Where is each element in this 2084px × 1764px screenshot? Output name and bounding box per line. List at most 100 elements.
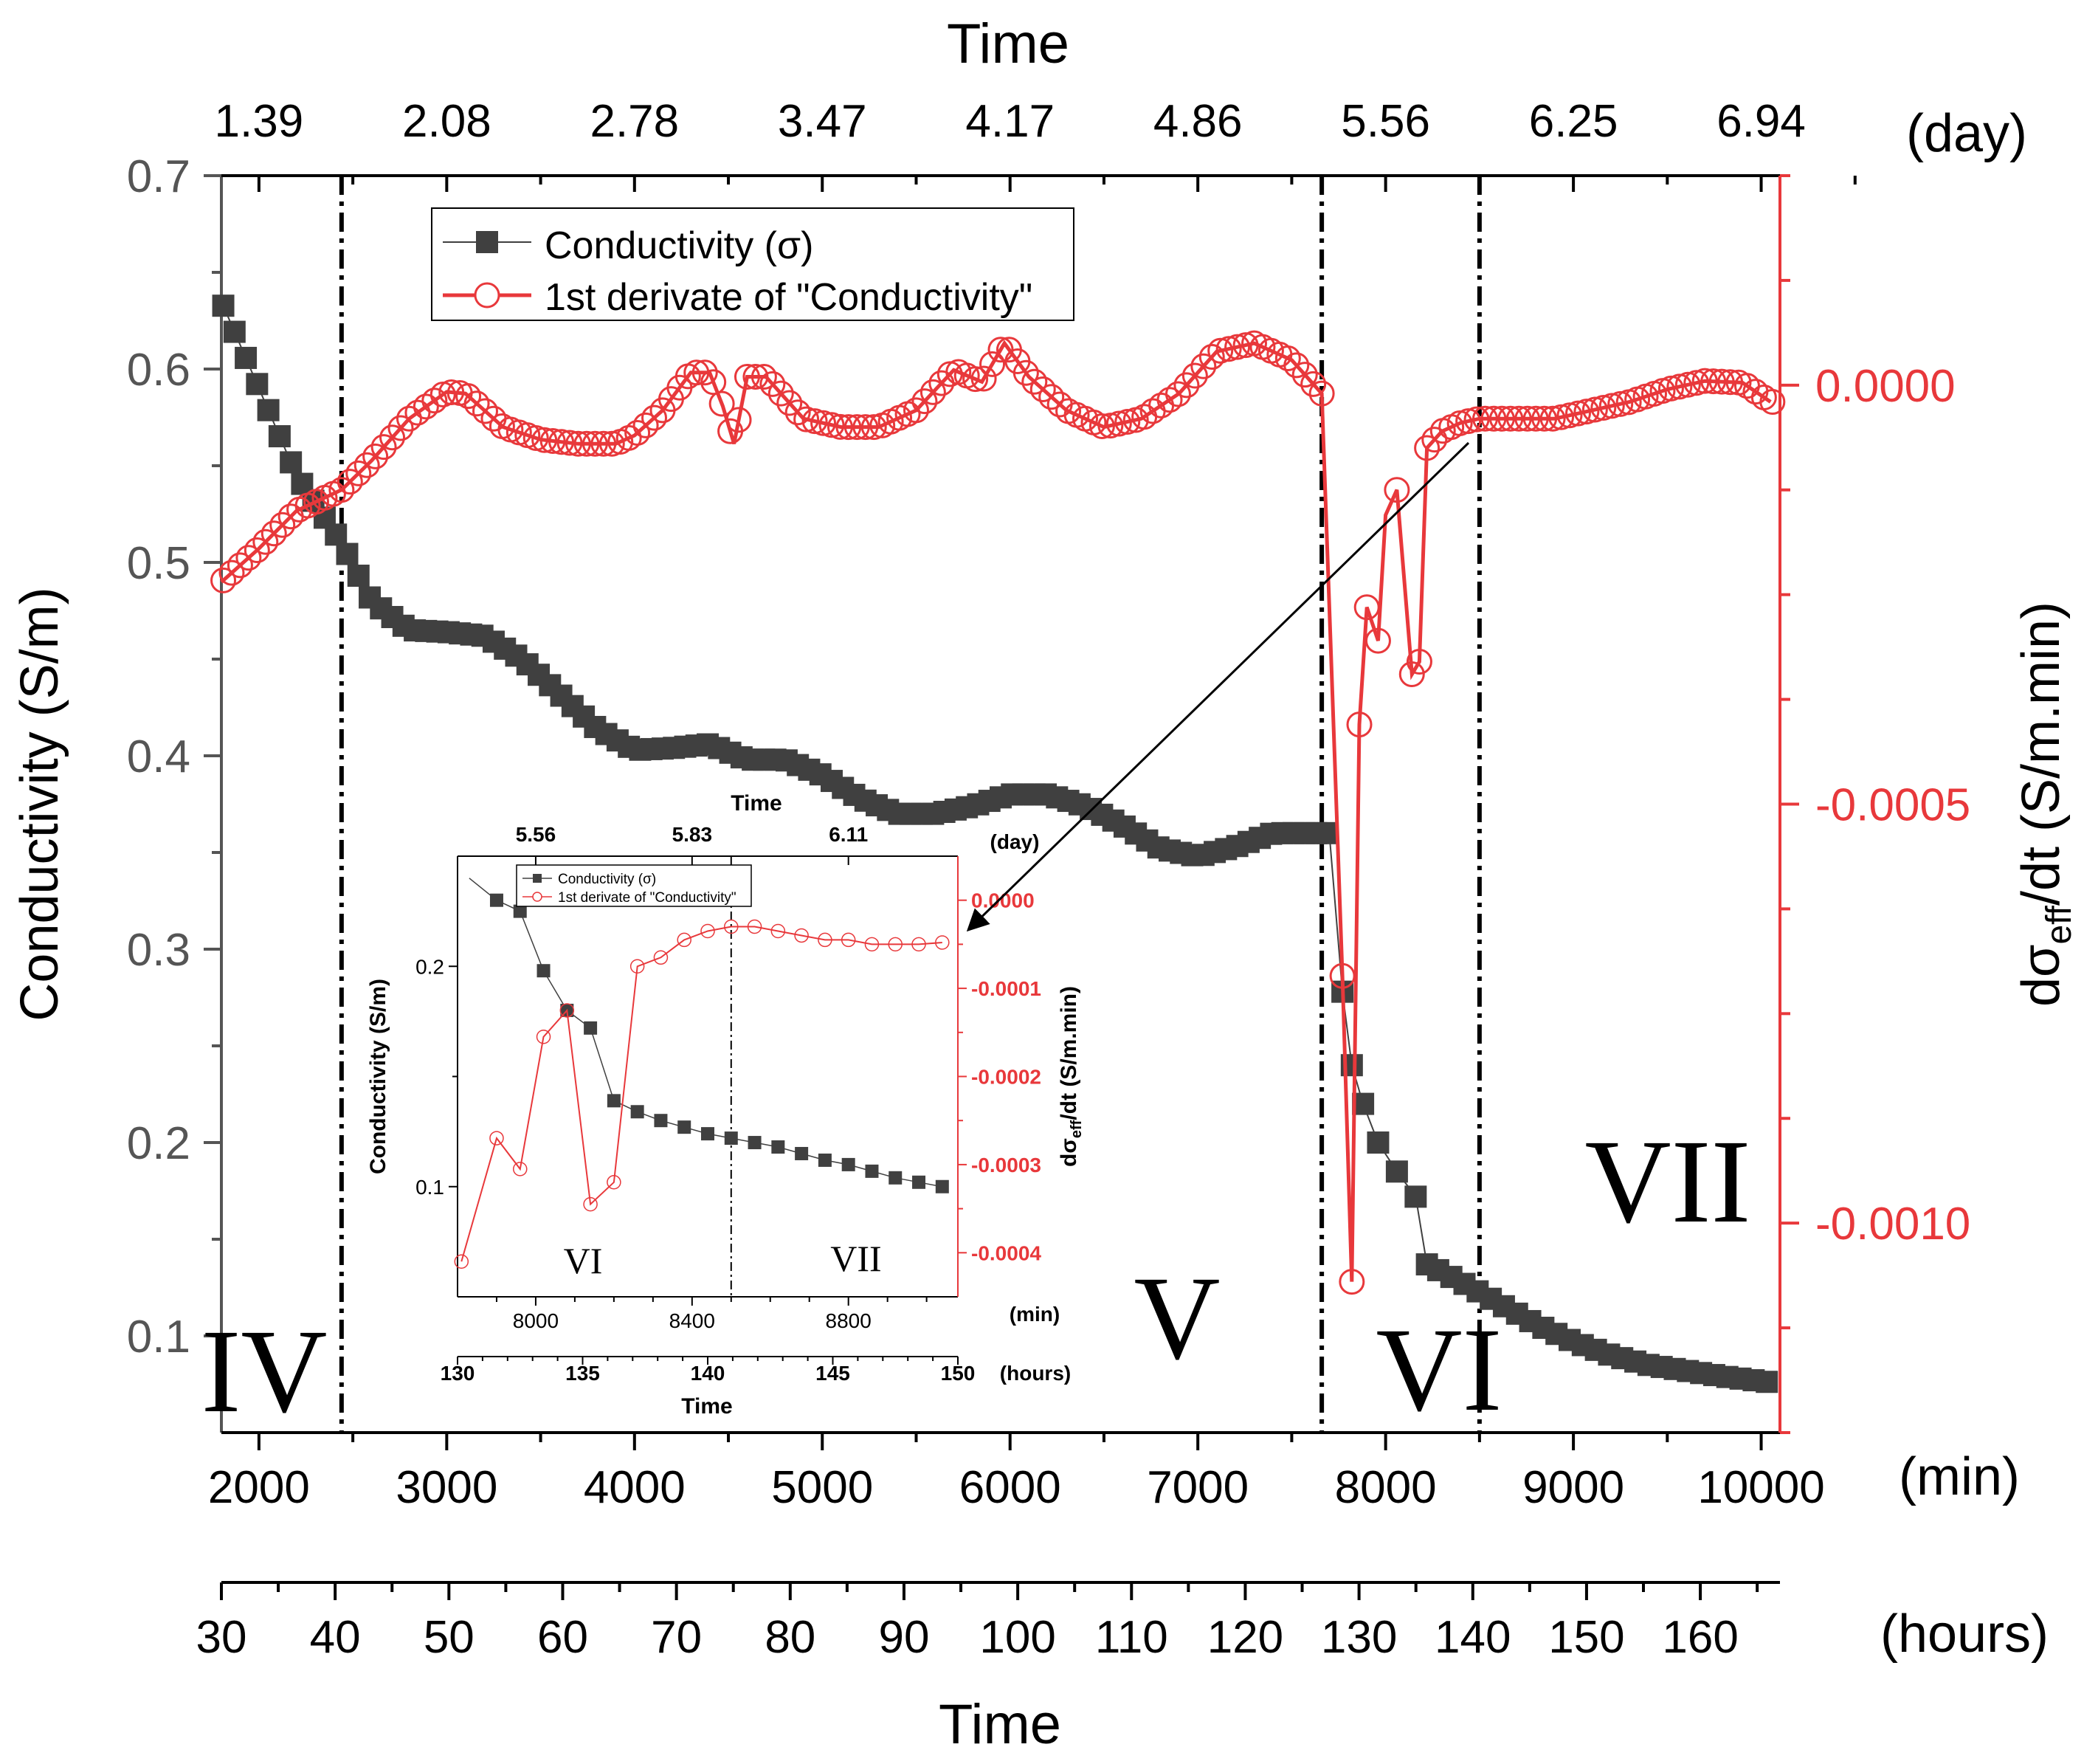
top-tick-label: 2.78 [590, 96, 679, 147]
y-tick-label: 0.7 [127, 151, 190, 202]
inset-hours-tick-label: 130 [441, 1362, 475, 1385]
hours-tick-label: 150 [1548, 1612, 1624, 1663]
derivative-point [218, 559, 245, 586]
derivative-point [1364, 627, 1391, 654]
y2-tick-label: -0.0005 [1815, 780, 1970, 831]
hours-axis-title: Time [939, 1693, 1061, 1756]
derivative-point [1488, 405, 1515, 432]
inset-top-tick-label: 5.56 [516, 823, 556, 846]
conductivity-point [1367, 1131, 1390, 1154]
derivative-point [345, 460, 372, 486]
derivative-point [463, 390, 490, 417]
inset-derivative-point [841, 932, 856, 948]
inset-conductivity-point [630, 1105, 644, 1119]
y-tick-label: 0.4 [127, 731, 190, 782]
inset-legend: Conductivity (σ) 1st derivate of "Conduct… [516, 864, 752, 907]
inset-derivative-point [536, 1030, 551, 1044]
top-axis-unit: (day) [1906, 104, 2027, 163]
derivative-point [1514, 405, 1541, 432]
inset-top-tick-label: 5.83 [672, 823, 713, 846]
derivative-point [632, 412, 659, 438]
derivative-point [337, 469, 363, 495]
inset-conductivity-point [912, 1175, 926, 1189]
inset-legend-label: Conductivity (σ) [558, 872, 656, 887]
derivative-point [624, 420, 651, 447]
top-tick-label: 6.25 [1529, 96, 1618, 147]
y-tick-label: 0.1 [127, 1312, 190, 1362]
derivative-point [1097, 413, 1124, 439]
derivative-point [1038, 384, 1065, 410]
derivative-point [387, 415, 414, 441]
derivative-point [1564, 400, 1591, 427]
conductivity-point [325, 523, 348, 546]
derivative-point [911, 388, 938, 415]
x-axis-unit: (min) [1899, 1447, 2020, 1506]
inset-derivative-point [724, 919, 739, 934]
hours-tick-label: 50 [424, 1612, 475, 1663]
inset-hours-tick-label: 140 [691, 1362, 725, 1385]
conductivity-point [336, 542, 359, 565]
inset-derivative-point [794, 928, 809, 943]
inset-conductivity-point [841, 1157, 855, 1171]
derivative-point [1683, 370, 1710, 396]
y2-axis-title: dσeff/dt (S/m.min) [2012, 602, 2079, 1007]
inset-derivative-point [700, 923, 715, 939]
top-tick-label: 6.94 [1716, 96, 1806, 147]
inset-conductivity-point [818, 1153, 832, 1167]
derivative-point [1232, 332, 1259, 359]
inset-conductivity-point [748, 1136, 762, 1150]
derivative-point [1156, 387, 1183, 413]
derivative-point [210, 567, 237, 593]
derivative-point [548, 429, 575, 455]
hours-tick-label: 110 [1095, 1612, 1168, 1663]
derivative-point [1598, 393, 1625, 419]
top-tick-label: 5.56 [1341, 96, 1430, 147]
derivative-point [590, 430, 617, 457]
inset-x-tick-label: 8800 [826, 1309, 872, 1332]
hours-tick-label: 100 [979, 1612, 1055, 1663]
derivative-point [556, 430, 583, 456]
derivative-point [784, 399, 811, 426]
derivative-series [210, 330, 1786, 1295]
derivative-point [1029, 376, 1056, 403]
derivative-point [843, 414, 870, 441]
derivative-point [835, 414, 862, 441]
inset-derivative-point [607, 1175, 621, 1190]
derivative-point [1539, 405, 1566, 432]
hours-tick-label: 130 [1321, 1612, 1397, 1663]
derivative-point [1329, 962, 1356, 989]
inset-conductivity-point [489, 893, 503, 907]
derivative-point [531, 427, 558, 453]
inset-hours-tick-label: 150 [941, 1362, 976, 1385]
derivative-point [1573, 399, 1600, 425]
inset-derivative-point [513, 1162, 528, 1176]
conductivity-point [246, 373, 269, 396]
derivative-point [396, 405, 422, 432]
inset-chart: 0.1 0.2 Conductivity (S/m) 0.0000 -0.0001 -0.… [366, 791, 1085, 1419]
conductivity-point [280, 451, 303, 474]
inset-x-unit: (min) [1010, 1303, 1060, 1326]
inset-hours-axis-title: Time [681, 1394, 732, 1419]
inset-conductivity-point [654, 1114, 668, 1128]
derivative-point [691, 359, 718, 386]
derivative-point [455, 383, 482, 410]
top-axis-title: Time [947, 13, 1069, 75]
derivative-point [1021, 368, 1048, 395]
inset-conductivity-point [536, 964, 551, 978]
derivative-point [1291, 362, 1318, 388]
inset-y-axis-title: Conductivity (S/m) [366, 979, 390, 1174]
hours-tick-label: 90 [878, 1612, 929, 1663]
derivative-point [260, 520, 287, 547]
derivative-point [970, 365, 997, 392]
y2-tick-label: -0.0010 [1815, 1199, 1970, 1250]
x-tick-label: 7000 [1147, 1462, 1249, 1513]
derivative-point [565, 430, 591, 457]
inset-top-axis-unit: (day) [990, 830, 1040, 853]
derivative-point [1165, 381, 1191, 407]
derivative-point [421, 387, 448, 414]
hours-tick-label: 70 [651, 1612, 702, 1663]
inset-conductivity-point [607, 1094, 621, 1108]
derivative-point [751, 363, 777, 390]
derivative-point [1198, 344, 1225, 371]
derivative-point [1353, 594, 1380, 621]
